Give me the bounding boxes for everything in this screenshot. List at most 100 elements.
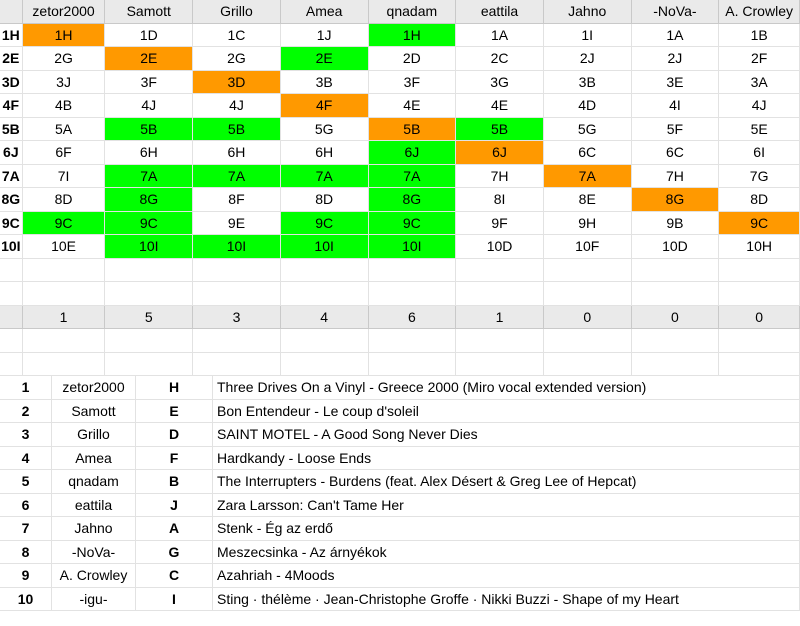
grid-cell[interactable]: 1J — [280, 23, 369, 47]
grid-cell[interactable]: 2D — [368, 47, 457, 71]
list-song[interactable]: Meszecsinka - Az árnyékok — [213, 540, 800, 564]
grid-cell[interactable]: 5E — [719, 117, 800, 141]
empty-cell[interactable] — [193, 329, 281, 353]
grid-cell[interactable]: 1A — [631, 23, 720, 47]
totals-label-cell[interactable] — [0, 305, 23, 329]
list-name[interactable]: Samott — [52, 399, 136, 423]
empty-cell[interactable] — [543, 352, 632, 376]
list-name[interactable]: A. Crowley — [52, 564, 136, 588]
grid-cell[interactable]: 4D — [543, 94, 632, 118]
grid-cell[interactable]: 5A — [22, 117, 106, 141]
list-letter[interactable]: A — [136, 517, 213, 541]
empty-cell[interactable] — [456, 282, 544, 306]
empty-cell[interactable] — [105, 352, 194, 376]
total-cell[interactable]: 5 — [105, 305, 194, 329]
grid-cell[interactable]: 5B — [368, 117, 457, 141]
grid-cell[interactable]: 10H — [719, 235, 800, 259]
list-name[interactable]: Grillo — [52, 423, 136, 447]
list-song[interactable]: Sting · thélème · Jean-Christophe Groffe… — [213, 587, 800, 611]
list-letter[interactable]: E — [136, 399, 213, 423]
empty-cell[interactable] — [0, 352, 23, 376]
grid-cell[interactable]: 8F — [193, 188, 281, 212]
grid-cell[interactable]: 9C — [280, 211, 369, 235]
empty-cell[interactable] — [719, 282, 800, 306]
list-number[interactable]: 7 — [0, 517, 52, 541]
grid-cell[interactable]: 1H — [368, 23, 457, 47]
grid-cell[interactable]: 4I — [631, 94, 720, 118]
list-number[interactable]: 4 — [0, 446, 52, 470]
list-number[interactable]: 9 — [0, 564, 52, 588]
empty-cell[interactable] — [22, 352, 106, 376]
empty-cell[interactable] — [631, 352, 720, 376]
list-name[interactable]: Amea — [52, 446, 136, 470]
empty-cell[interactable] — [22, 258, 106, 282]
grid-cell[interactable]: 9C — [719, 211, 800, 235]
row-label[interactable]: 4F — [0, 94, 23, 118]
grid-cell[interactable]: 1I — [543, 23, 632, 47]
grid-cell[interactable]: 7H — [456, 164, 544, 188]
empty-cell[interactable] — [456, 258, 544, 282]
column-header[interactable]: A. Crowley — [719, 0, 800, 24]
empty-cell[interactable] — [368, 258, 457, 282]
grid-cell[interactable]: 3J — [22, 70, 106, 94]
list-name[interactable]: zetor2000 — [52, 376, 136, 400]
grid-cell[interactable]: 5B — [105, 117, 194, 141]
grid-cell[interactable]: 5G — [543, 117, 632, 141]
grid-cell[interactable]: 2F — [719, 47, 800, 71]
grid-cell[interactable]: 3A — [719, 70, 800, 94]
grid-cell[interactable]: 5B — [456, 117, 544, 141]
list-song[interactable]: Zara Larsson: Can't Tame Her — [213, 493, 800, 517]
column-header[interactable]: -NoVa- — [631, 0, 720, 24]
grid-cell[interactable]: 8G — [368, 188, 457, 212]
column-header[interactable]: Jahno — [543, 0, 632, 24]
grid-cell[interactable]: 10F — [543, 235, 632, 259]
column-header[interactable]: eattila — [456, 0, 544, 24]
grid-cell[interactable]: 8G — [105, 188, 194, 212]
empty-cell[interactable] — [105, 329, 194, 353]
total-cell[interactable]: 3 — [193, 305, 281, 329]
grid-cell[interactable]: 1D — [105, 23, 194, 47]
grid-cell[interactable]: 10I — [193, 235, 281, 259]
grid-cell[interactable]: 1C — [193, 23, 281, 47]
list-number[interactable]: 1 — [0, 376, 52, 400]
empty-cell[interactable] — [280, 329, 369, 353]
grid-cell[interactable]: 8D — [22, 188, 106, 212]
row-label[interactable]: 6J — [0, 141, 23, 165]
grid-cell[interactable]: 8D — [280, 188, 369, 212]
grid-cell[interactable]: 10I — [280, 235, 369, 259]
empty-cell[interactable] — [193, 282, 281, 306]
grid-cell[interactable]: 10I — [368, 235, 457, 259]
grid-cell[interactable]: 2G — [22, 47, 106, 71]
grid-cell[interactable]: 8D — [719, 188, 800, 212]
list-name[interactable]: -igu- — [52, 587, 136, 611]
list-name[interactable]: Jahno — [52, 517, 136, 541]
list-letter[interactable]: G — [136, 540, 213, 564]
total-cell[interactable]: 0 — [543, 305, 632, 329]
empty-cell[interactable] — [368, 329, 457, 353]
total-cell[interactable]: 4 — [280, 305, 369, 329]
empty-cell[interactable] — [368, 282, 457, 306]
column-header[interactable]: qnadam — [368, 0, 457, 24]
empty-cell[interactable] — [543, 282, 632, 306]
grid-cell[interactable]: 7A — [543, 164, 632, 188]
list-name[interactable]: qnadam — [52, 470, 136, 494]
grid-cell[interactable]: 5F — [631, 117, 720, 141]
grid-cell[interactable]: 2G — [193, 47, 281, 71]
grid-cell[interactable]: 6J — [456, 141, 544, 165]
empty-cell[interactable] — [193, 258, 281, 282]
grid-cell[interactable]: 6H — [193, 141, 281, 165]
total-cell[interactable]: 0 — [631, 305, 720, 329]
empty-cell[interactable] — [631, 258, 720, 282]
total-cell[interactable]: 1 — [456, 305, 544, 329]
grid-cell[interactable]: 6H — [280, 141, 369, 165]
grid-cell[interactable]: 7A — [280, 164, 369, 188]
total-cell[interactable]: 6 — [368, 305, 457, 329]
grid-cell[interactable]: 4F — [280, 94, 369, 118]
list-letter[interactable]: B — [136, 470, 213, 494]
grid-cell[interactable]: 9C — [368, 211, 457, 235]
list-song[interactable]: Hardkandy - Loose Ends — [213, 446, 800, 470]
grid-cell[interactable]: 3D — [193, 70, 281, 94]
grid-cell[interactable]: 1B — [719, 23, 800, 47]
list-song[interactable]: Azahriah - 4Moods — [213, 564, 800, 588]
column-header[interactable]: Samott — [105, 0, 194, 24]
